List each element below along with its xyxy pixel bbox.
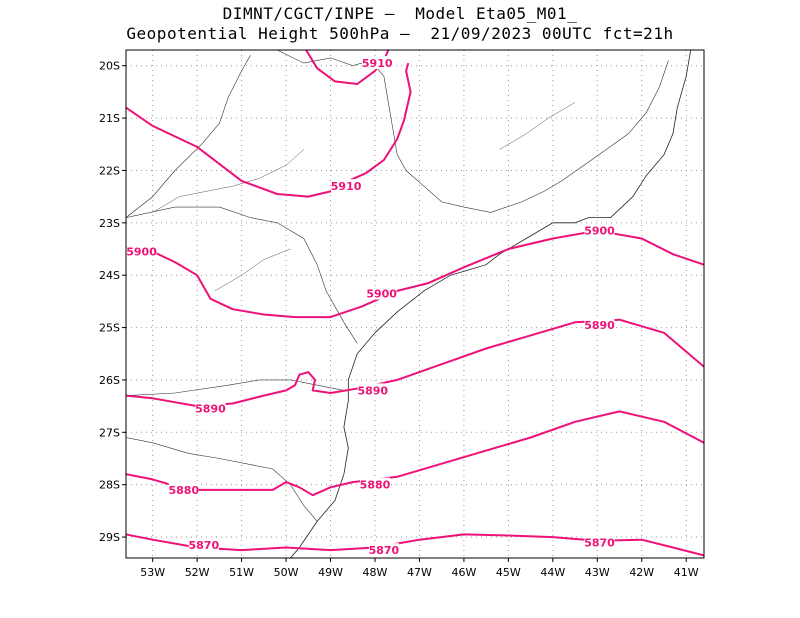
contour-label: 5900 bbox=[126, 246, 157, 259]
axis-ticks: 20S 21S 22S 23S 24S 25S 26S 27S 28S 29S 53W 52W 51W 5… bbox=[99, 60, 699, 579]
lon-label: 41W bbox=[674, 566, 699, 579]
contours: 5910 5910 5900 5900 5900 5890 5890 5890 5880 5880… bbox=[126, 50, 704, 557]
state-border bbox=[126, 55, 251, 218]
gridlines bbox=[126, 50, 704, 558]
lon-label: 43W bbox=[585, 566, 610, 579]
lon-label: 53W bbox=[140, 566, 165, 579]
contour-label-bg bbox=[362, 56, 393, 70]
lat-label: 28S bbox=[99, 479, 120, 492]
lat-label: 21S bbox=[99, 112, 120, 125]
lon-label: 52W bbox=[185, 566, 210, 579]
contour-label-bg bbox=[168, 482, 199, 496]
river-line bbox=[152, 149, 304, 213]
state-border bbox=[126, 379, 344, 396]
contour-label-bg bbox=[331, 179, 362, 193]
chart-title-line1: DIMNT/CGCT/INPE – Model Eta05_M01_ bbox=[222, 4, 578, 23]
lat-label: 27S bbox=[99, 426, 120, 439]
lon-label: 42W bbox=[629, 566, 654, 579]
river-line bbox=[214, 248, 291, 292]
lon-label: 46W bbox=[451, 566, 476, 579]
contour-label-bg bbox=[584, 535, 615, 549]
contour-label-bg bbox=[368, 543, 399, 557]
map-frame bbox=[125, 49, 705, 559]
coastline bbox=[290, 50, 692, 558]
lat-label: 26S bbox=[99, 374, 120, 387]
contour-label: 5890 bbox=[195, 403, 226, 416]
contour-label-bg bbox=[366, 286, 397, 300]
contour-label-bg bbox=[584, 317, 615, 331]
contour-label-bg bbox=[188, 537, 219, 551]
state-border bbox=[126, 206, 358, 344]
contour-label: 5890 bbox=[584, 319, 615, 332]
geography bbox=[126, 50, 692, 558]
contour-5900 bbox=[126, 229, 704, 319]
contour-label-bg bbox=[126, 244, 157, 258]
contour-label: 5890 bbox=[357, 384, 388, 397]
contour-5880 bbox=[126, 410, 704, 497]
contour-label: 5870 bbox=[584, 536, 615, 549]
contour-label: 5910 bbox=[362, 57, 393, 70]
state-border bbox=[126, 437, 318, 522]
contour-label: 5900 bbox=[366, 288, 397, 301]
lon-label: 50W bbox=[274, 566, 299, 579]
contour-label: 5880 bbox=[360, 479, 391, 492]
contour-label: 5870 bbox=[369, 544, 400, 557]
lat-label: 25S bbox=[99, 322, 120, 335]
river-line bbox=[499, 102, 576, 150]
contour-label-bg bbox=[195, 401, 226, 415]
lat-label: 20S bbox=[99, 60, 120, 73]
lon-label: 45W bbox=[496, 566, 521, 579]
contour-label-bg bbox=[359, 477, 390, 491]
lon-label: 49W bbox=[318, 566, 343, 579]
contour-label: 5910 bbox=[331, 180, 362, 193]
lon-label: 48W bbox=[363, 566, 388, 579]
lon-label: 44W bbox=[540, 566, 565, 579]
lat-label: 24S bbox=[99, 269, 120, 282]
lon-label: 51W bbox=[229, 566, 254, 579]
contour-label: 5900 bbox=[584, 225, 615, 238]
lat-label: 23S bbox=[99, 217, 120, 230]
contour-5890 bbox=[126, 318, 704, 408]
contour-label: 5870 bbox=[188, 539, 219, 552]
lat-label: 22S bbox=[99, 164, 120, 177]
contour-label: 5880 bbox=[168, 484, 199, 497]
contour-label-bg bbox=[357, 383, 388, 397]
lon-label: 47W bbox=[407, 566, 432, 579]
lat-label: 29S bbox=[99, 531, 120, 544]
contour-label-bg bbox=[584, 223, 615, 237]
chart-title-line2: Geopotential Height 500hPa – 21/09/2023 … bbox=[126, 24, 674, 43]
contour-5910 bbox=[126, 62, 412, 198]
